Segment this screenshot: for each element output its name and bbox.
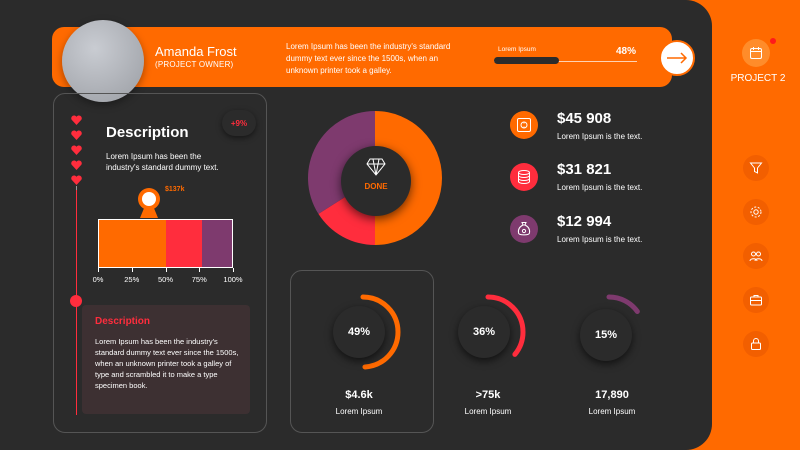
ring-percent: 49% <box>333 306 385 358</box>
briefcase-icon <box>750 295 762 306</box>
bar-tick <box>165 268 167 272</box>
calendar-icon <box>750 47 762 59</box>
stat-value: $12 994 <box>557 213 612 230</box>
heart-icon <box>71 175 82 185</box>
donut-center <box>341 146 411 216</box>
arrow-right-icon <box>667 52 688 64</box>
bar-tick-label: 75% <box>191 275 207 284</box>
money-bag-icon <box>517 222 531 236</box>
ring-percent: 36% <box>458 306 510 358</box>
stat-icon-money-bag <box>510 215 538 243</box>
avatar[interactable] <box>62 20 144 102</box>
heart-icon <box>71 130 82 140</box>
stat-value: $31 821 <box>557 161 612 178</box>
stat-icon-database <box>510 163 538 191</box>
bar-marker-inner <box>142 192 156 206</box>
ring-arc <box>450 294 526 370</box>
ring-percent: 15% <box>580 309 632 361</box>
progress-label: Lorem Ipsum <box>498 46 536 53</box>
notification-dot <box>770 38 776 44</box>
progress-bar <box>494 57 560 64</box>
ring-subtext: Lorem Ipsum <box>588 407 636 416</box>
stat-value: $45 908 <box>557 110 612 127</box>
change-badge: +9% <box>222 110 256 136</box>
description-card <box>53 93 267 433</box>
team-icon <box>749 251 763 262</box>
profile-banner <box>52 27 672 87</box>
description-title: Description <box>106 124 189 141</box>
bar-marker-value: $137k <box>165 186 185 193</box>
timeline-dot <box>70 295 82 307</box>
description-box-title: Description <box>95 316 151 327</box>
bar-tick-label: 0% <box>92 275 104 284</box>
bar-tick-label: 100% <box>223 275 243 284</box>
description-box <box>82 305 250 414</box>
owner-name: Amanda Frost <box>155 44 237 59</box>
heart-icon <box>71 160 82 170</box>
bar-tick-label: 50% <box>157 275 173 284</box>
ring-arc <box>325 294 401 370</box>
ring-value: $4.6k <box>345 389 373 401</box>
progress-track <box>494 61 637 62</box>
project-label: PROJECT 2 <box>730 73 786 84</box>
ring-value: 17,890 <box>595 389 629 401</box>
bar-segment <box>98 219 166 268</box>
bar-tick <box>233 268 234 272</box>
stat-subtext: Lorem Ipsum is the text. <box>557 183 643 192</box>
sidebar-team-button[interactable] <box>743 243 769 269</box>
bar-segment <box>201 219 233 268</box>
stat-icon-safe <box>510 111 538 139</box>
sidebar-briefcase-button[interactable] <box>743 287 769 313</box>
gear-icon <box>750 206 762 218</box>
next-arrow-button[interactable] <box>659 40 695 76</box>
progress-percent: 48% <box>616 46 637 57</box>
stacked-bar-frame <box>98 219 233 268</box>
owner-role: (PROJECT OWNER) <box>155 60 234 69</box>
progress-ring <box>450 294 526 370</box>
heart-icon <box>71 115 82 125</box>
banner-text: Lorem Ipsum has been the industry's stan… <box>286 42 451 75</box>
sidebar-filter-button[interactable] <box>743 155 769 181</box>
description-text: Lorem Ipsum has been the industry's stan… <box>106 152 219 172</box>
ring-value: >75k <box>475 389 501 401</box>
bar-segment <box>165 219 202 268</box>
heart-icon <box>71 145 82 155</box>
bar-tick <box>98 268 99 272</box>
project-button[interactable] <box>742 39 770 67</box>
sidebar-lock-button[interactable] <box>743 331 769 357</box>
stat-subtext: Lorem Ipsum is the text. <box>557 235 643 244</box>
donut-label: DONE <box>364 182 388 191</box>
bar-tick-label: 25% <box>124 275 140 284</box>
stat-subtext: Lorem Ipsum is the text. <box>557 132 643 141</box>
ring-card <box>290 270 434 433</box>
bar-tick <box>131 268 133 272</box>
sidebar-settings-button[interactable] <box>743 199 769 225</box>
progress-ring <box>571 294 647 370</box>
ring-arc <box>571 294 647 370</box>
database-icon <box>518 170 530 184</box>
bar-tick <box>199 268 201 272</box>
progress-ring <box>325 294 401 370</box>
filter-icon <box>749 162 763 174</box>
ring-subtext: Lorem Ipsum <box>464 407 512 416</box>
lock-icon <box>751 338 761 350</box>
safe-icon <box>517 118 531 132</box>
diamond-icon <box>366 158 386 176</box>
description-box-text: Lorem Ipsum has been the industry's stan… <box>95 337 239 390</box>
ring-subtext: Lorem Ipsum <box>335 407 383 416</box>
